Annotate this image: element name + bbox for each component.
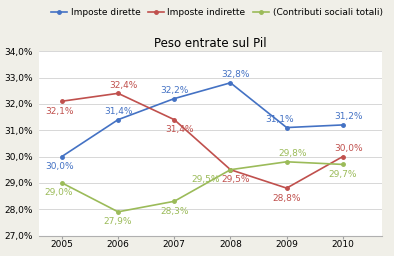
(Contributi sociali totali) [340,163,345,166]
Imposte indirette [172,118,177,121]
Text: 29,5%: 29,5% [222,175,250,184]
Line: Imposte dirette: Imposte dirette [60,81,345,158]
(Contributi sociali totali) [172,200,177,203]
Imposte dirette [340,123,345,126]
Text: 30,0%: 30,0% [45,162,73,171]
Imposte dirette [284,126,289,129]
Text: 32,8%: 32,8% [222,70,250,79]
Imposte indirette [228,168,233,171]
Line: Imposte indirette: Imposte indirette [60,92,345,190]
Text: 29,7%: 29,7% [329,170,357,179]
Imposte indirette [340,155,345,158]
Text: 28,8%: 28,8% [272,194,301,202]
Imposte indirette [116,92,121,95]
Text: 32,4%: 32,4% [110,81,138,90]
Text: 29,0%: 29,0% [45,188,73,197]
Text: 32,1%: 32,1% [45,107,73,116]
Text: 31,4%: 31,4% [165,125,194,134]
Text: 30,0%: 30,0% [334,144,363,153]
Imposte dirette [59,155,64,158]
(Contributi sociali totali) [116,210,121,213]
Legend: Imposte dirette, Imposte indirette, (Contributi sociali totali): Imposte dirette, Imposte indirette, (Con… [47,5,386,21]
Imposte dirette [116,118,121,121]
Text: 31,2%: 31,2% [334,112,362,121]
Line: (Contributi sociali totali): (Contributi sociali totali) [60,160,345,214]
Text: 29,5%: 29,5% [191,175,220,184]
Text: 32,2%: 32,2% [160,86,188,95]
Imposte dirette [172,97,177,100]
Imposte indirette [59,100,64,103]
(Contributi sociali totali) [59,181,64,184]
Text: 27,9%: 27,9% [104,217,132,226]
Imposte dirette [228,81,233,84]
(Contributi sociali totali) [228,168,233,171]
Text: 28,3%: 28,3% [160,207,188,216]
Title: Peso entrate sul Pil: Peso entrate sul Pil [154,37,267,50]
Text: 29,8%: 29,8% [278,149,307,158]
(Contributi sociali totali) [284,160,289,163]
Text: 31,1%: 31,1% [266,115,294,124]
Imposte indirette [284,187,289,190]
Text: 31,4%: 31,4% [104,107,132,116]
